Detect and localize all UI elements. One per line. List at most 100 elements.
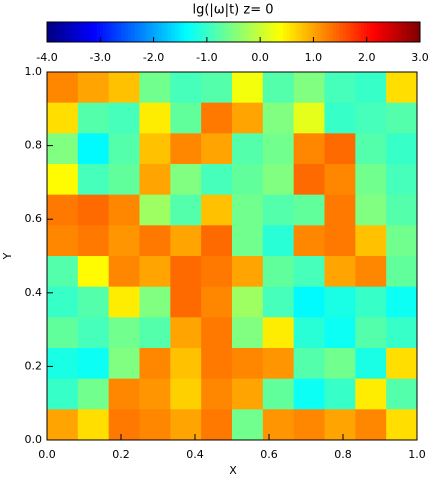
colorbar-swatch <box>252 22 256 42</box>
heatmap-cell <box>108 164 140 196</box>
colorbar-swatch <box>320 22 325 42</box>
colorbar-swatch <box>62 22 67 42</box>
heatmap-cell <box>139 164 171 196</box>
x-tick-label: 0.0 <box>38 448 56 461</box>
colorbar-swatch <box>242 22 247 42</box>
colorbar-swatch <box>168 22 172 42</box>
heatmap-cell <box>77 256 110 288</box>
heatmap-cell <box>77 102 110 134</box>
colorbar-swatch <box>171 22 175 42</box>
heatmap-cell <box>139 286 171 318</box>
colorbar-swatch <box>304 22 309 42</box>
colorbar-swatch <box>68 22 73 42</box>
heatmap-cell <box>139 133 171 165</box>
heatmap-cell <box>232 102 264 134</box>
colorbar-swatch <box>317 22 322 42</box>
heatmap-cell <box>232 256 264 288</box>
colorbar-swatch <box>214 22 219 42</box>
colorbar-swatch <box>115 22 119 42</box>
heatmap-cell <box>108 348 140 380</box>
heatmap-cell <box>355 133 387 165</box>
colorbar-swatch <box>379 22 384 42</box>
colorbar-swatch <box>162 22 166 42</box>
colorbar-swatch <box>56 22 60 42</box>
heatmap-cell <box>355 286 387 318</box>
heatmap-cell <box>201 194 233 226</box>
heatmap-cell <box>262 225 295 257</box>
heatmap-cell <box>293 194 325 226</box>
colorbar-swatch <box>345 22 350 42</box>
colorbar-swatch <box>261 22 266 42</box>
colorbar-swatch <box>295 22 300 42</box>
colorbar-swatch <box>354 22 359 42</box>
colorbar-swatch <box>146 22 151 42</box>
heatmap-cell <box>77 225 110 257</box>
colorbar-swatch <box>329 22 334 42</box>
colorbar-swatch <box>385 22 390 42</box>
heatmap-cell <box>77 409 110 441</box>
colorbar-swatch <box>186 22 191 42</box>
heatmap-cell <box>232 164 264 196</box>
heatmap-cell <box>139 194 171 226</box>
colorbar-swatch <box>47 22 51 42</box>
colorbar-tick-label: 1.0 <box>305 51 323 64</box>
y-tick-label: 1.0 <box>25 65 43 78</box>
colorbar-swatch <box>311 22 315 42</box>
colorbar-frame <box>46 21 421 43</box>
colorbar-swatch <box>342 22 346 42</box>
heatmap-cell <box>386 256 418 288</box>
heatmap-cell <box>77 286 110 318</box>
colorbar-swatch <box>127 22 132 42</box>
colorbar-swatch <box>189 22 194 42</box>
heatmap-cell <box>108 378 140 410</box>
heatmap-cell <box>139 256 171 288</box>
heatmap-cell <box>293 286 325 318</box>
x-tick-label: 0.2 <box>112 448 130 461</box>
heatmap-cell <box>355 194 387 226</box>
colorbar-swatch <box>382 22 387 42</box>
heatmap-cell <box>293 348 325 380</box>
y-tick-label: 0.2 <box>25 359 43 372</box>
heatmap-cell <box>108 286 140 318</box>
heatmap-cell <box>201 256 233 288</box>
heatmap-cell <box>232 378 264 410</box>
heatmap-cell <box>386 225 418 257</box>
heatmap-cell <box>108 102 140 134</box>
heatmap-cell <box>77 194 110 226</box>
heatmap-cell <box>139 348 171 380</box>
colorbar-swatch <box>130 22 135 42</box>
heatmap-cell <box>324 348 356 380</box>
heatmap-cell <box>77 133 110 165</box>
colorbar-swatch <box>264 22 269 42</box>
heatmap-cell <box>77 164 110 196</box>
heatmap-cell <box>47 378 79 410</box>
colorbar-swatch <box>177 22 182 42</box>
colorbar-swatch <box>199 22 203 42</box>
heatmap-cell <box>262 317 295 349</box>
colorbar-swatch <box>258 22 262 42</box>
heatmap-cell <box>77 348 110 380</box>
x-tick-label: 0.4 <box>186 448 204 461</box>
colorbar-swatch <box>230 22 234 42</box>
heatmap-cell <box>108 194 140 226</box>
heatmap-cell <box>47 348 79 380</box>
colorbar-swatch <box>193 22 197 42</box>
colorbar-swatch <box>292 22 297 42</box>
heatmap-cell <box>324 317 356 349</box>
heatmap-cell <box>293 225 325 257</box>
heatmap-cell <box>386 286 418 318</box>
heatmap-cell <box>355 378 387 410</box>
heatmap-cell <box>232 225 264 257</box>
heatmap-cell <box>386 378 418 410</box>
heatmap-cell <box>324 409 356 441</box>
colorbar-swatch <box>407 22 412 42</box>
colorbar-swatch <box>143 22 147 42</box>
heatmap-cell <box>262 164 295 196</box>
colorbar-swatch <box>217 22 222 42</box>
heatmap-cell <box>262 102 295 134</box>
heatmap-cell <box>386 194 418 226</box>
heatmap-cell <box>324 194 356 226</box>
colorbar-swatch <box>93 22 98 42</box>
